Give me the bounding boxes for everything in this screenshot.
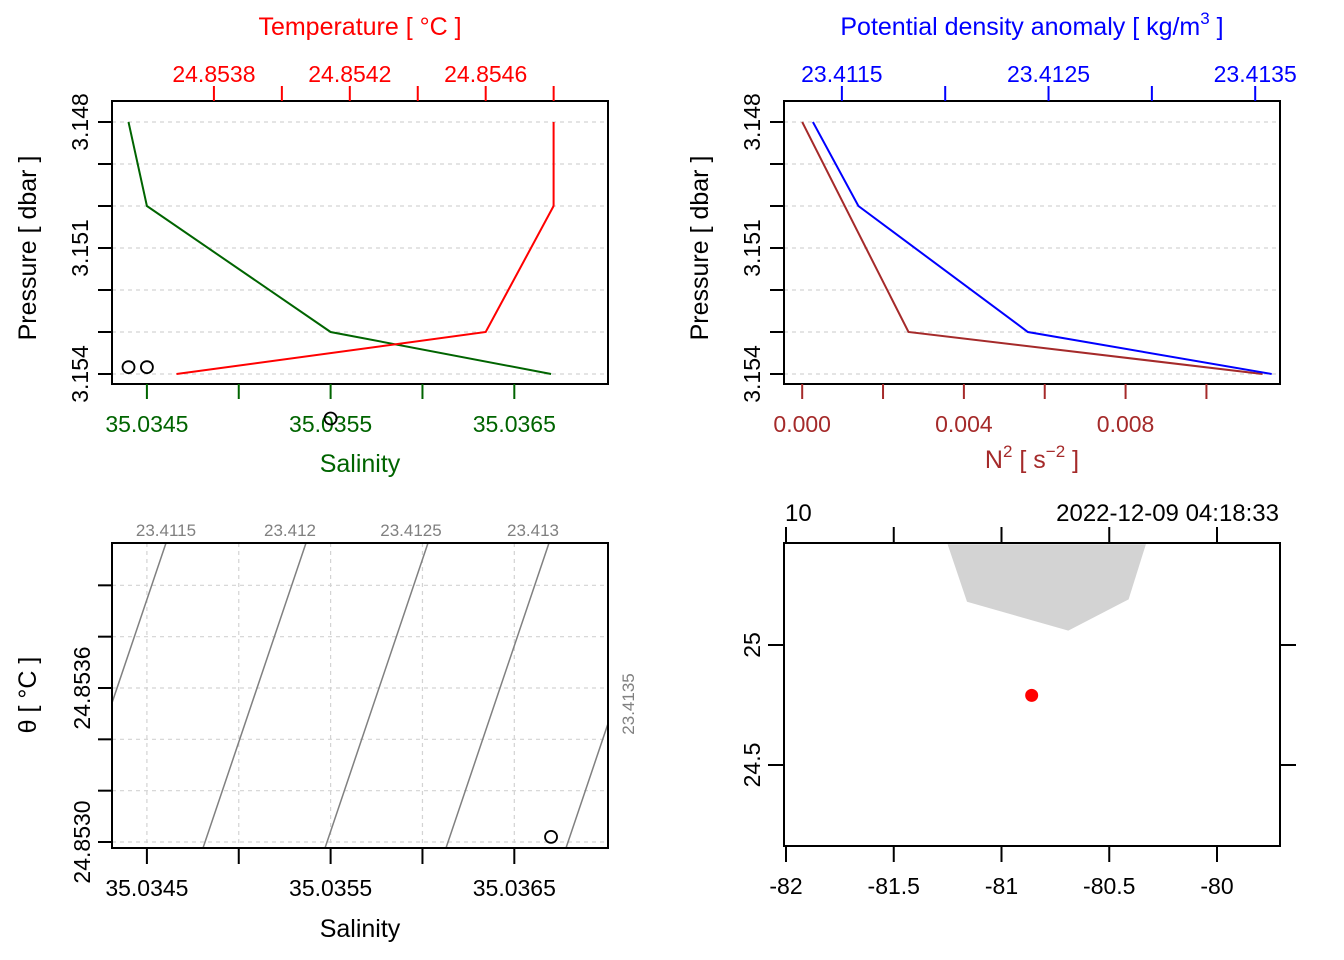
salinity-axis: 35.0345 35.0355 35.0365 bbox=[105, 384, 556, 437]
isopycnal-label: 23.4135 bbox=[619, 673, 638, 734]
temperature-axis: 24.8538 24.8542 24.8546 bbox=[172, 61, 555, 101]
latitude-tick-label: 24.5 bbox=[739, 743, 765, 788]
station-marker bbox=[1025, 688, 1039, 702]
ts-point bbox=[544, 829, 558, 844]
theta-axis-title: θ [ °C ] bbox=[14, 657, 42, 734]
top-axis-tick-label: 24.8538 bbox=[172, 61, 255, 87]
pressure-gridlines bbox=[784, 121, 1280, 375]
n2-axis: 0.000 0.004 0.008 bbox=[773, 384, 1208, 437]
map-frame bbox=[783, 542, 1281, 847]
salinity-axis: 35.0345 35.0355 35.0365 bbox=[105, 848, 556, 901]
isopycnal-labels: 23.4115 23.412 23.4125 23.413 23.4135 bbox=[136, 521, 638, 735]
potential-density-anomaly-line bbox=[812, 121, 1272, 375]
longitude-tick-label: -80.5 bbox=[1083, 873, 1135, 899]
ts-point bbox=[140, 360, 154, 375]
plot-frame bbox=[111, 100, 609, 385]
salinity-tick-label: 35.0355 bbox=[289, 875, 372, 901]
density-axis-title: Potential density anomaly [ kg/m3 ] bbox=[840, 9, 1223, 41]
temperature-line bbox=[176, 122, 555, 375]
isopycnal-line bbox=[445, 543, 550, 848]
salinity-tick-label: 35.0345 bbox=[105, 875, 188, 901]
pressure-axis: 3.148 3.151 3.154 bbox=[739, 93, 784, 403]
profile-lines bbox=[127, 121, 555, 375]
map-axes: -82 -81.5 -81 -80.5 -80 24.5 25 bbox=[739, 527, 1296, 899]
pressure-tick-label: 3.148 bbox=[739, 93, 765, 151]
latitude-tick-label: 25 bbox=[739, 632, 765, 658]
pressure-gridlines bbox=[112, 121, 608, 375]
n2-title-sup2: −2 bbox=[1046, 442, 1065, 461]
isopycnal-label: 23.412 bbox=[264, 521, 316, 540]
bottom-axis-tick-label: 0.000 bbox=[773, 411, 831, 437]
theta-tick-label: 24.8536 bbox=[69, 646, 95, 729]
isopycnal-lines bbox=[112, 543, 608, 848]
panel-station-map: -82 -81.5 -81 -80.5 -80 24.5 25 10 2022-12-09 … bbox=[739, 500, 1296, 899]
density-title-end: ] bbox=[1210, 13, 1224, 41]
isopycnal-line bbox=[565, 721, 608, 848]
plot-frame bbox=[111, 542, 609, 849]
theta-axis: 24.8530 24.8536 bbox=[69, 584, 112, 884]
longitude-tick-label: -81 bbox=[985, 873, 1018, 899]
pressure-axis: 3.148 3.151 3.154 bbox=[67, 93, 112, 403]
isopycnal-label: 23.413 bbox=[507, 521, 559, 540]
panel-ts-diagram: 23.4115 23.412 23.4125 23.413 23.4135 24.853… bbox=[14, 360, 638, 943]
isopycnal-line bbox=[202, 543, 307, 848]
temperature-axis-title: Temperature [ °C ] bbox=[258, 13, 461, 41]
pressure-tick-label: 3.151 bbox=[739, 219, 765, 277]
ts-points bbox=[121, 360, 558, 844]
panel-temperature-salinity-profile: 3.148 3.151 3.154 35.0345 35.0355 35.0365 24… bbox=[14, 13, 609, 478]
n2-title-sup: 2 bbox=[1003, 442, 1012, 461]
station-number-label: 10 bbox=[785, 500, 812, 527]
coastline-land bbox=[947, 544, 1146, 631]
bottom-axis-tick-label: 35.0365 bbox=[473, 411, 556, 437]
isopycnal-line bbox=[112, 543, 167, 706]
longitude-tick-label: -80 bbox=[1200, 873, 1233, 899]
profile-lines bbox=[801, 121, 1272, 375]
theta-tick-label: 24.8530 bbox=[69, 800, 95, 883]
pressure-axis-title: Pressure [ dbar ] bbox=[14, 156, 42, 341]
salinity-axis-title: Salinity bbox=[320, 915, 401, 943]
top-axis-tick-label: 23.4125 bbox=[1007, 61, 1090, 87]
salinity-line bbox=[127, 121, 552, 375]
pressure-tick-label: 3.154 bbox=[739, 345, 765, 403]
bottom-axis-tick-label: 35.0345 bbox=[105, 411, 188, 437]
pressure-tick-label: 3.154 bbox=[67, 345, 93, 403]
land-polygon bbox=[947, 544, 1146, 631]
isopycnal-line bbox=[324, 543, 429, 848]
station-time-label: 2022-12-09 04:18:33 bbox=[1056, 500, 1279, 527]
longitude-tick-label: -82 bbox=[769, 873, 802, 899]
n2-line bbox=[801, 121, 1263, 375]
ts-point bbox=[323, 411, 338, 426]
top-axis-tick-label: 24.8542 bbox=[308, 61, 391, 87]
isopycnal-label: 23.4125 bbox=[380, 521, 441, 540]
station-dot bbox=[1025, 688, 1039, 702]
n2-title-main: N bbox=[985, 446, 1003, 474]
longitude-tick-label: -81.5 bbox=[868, 873, 920, 899]
density-axis: 23.4115 23.4125 23.4135 bbox=[801, 61, 1297, 101]
top-axis-tick-label: 24.8546 bbox=[444, 61, 527, 87]
n2-title-end: ] bbox=[1065, 446, 1079, 474]
salinity-axis-title: Salinity bbox=[320, 450, 401, 478]
ts-gridlines bbox=[112, 543, 608, 848]
bottom-axis-tick-label: 0.008 bbox=[1097, 411, 1155, 437]
bottom-axis-tick-label: 0.004 bbox=[935, 411, 993, 437]
ts-point bbox=[121, 360, 136, 375]
salinity-tick-label: 35.0365 bbox=[473, 875, 556, 901]
plot-frame bbox=[783, 100, 1281, 385]
density-title-main: Potential density anomaly [ kg/m bbox=[840, 13, 1200, 41]
n2-axis-title: N2 [ s−2 ] bbox=[985, 442, 1079, 474]
isopycnal-label: 23.4115 bbox=[136, 521, 196, 540]
density-title-sup: 3 bbox=[1200, 9, 1209, 28]
n2-title-mid: [ s bbox=[1012, 446, 1045, 474]
pressure-tick-label: 3.151 bbox=[67, 219, 93, 277]
top-axis-tick-label: 23.4135 bbox=[1214, 61, 1297, 87]
pressure-axis-title: Pressure [ dbar ] bbox=[686, 156, 714, 341]
pressure-tick-label: 3.148 bbox=[67, 93, 93, 151]
top-axis-tick-label: 23.4115 bbox=[801, 61, 882, 87]
